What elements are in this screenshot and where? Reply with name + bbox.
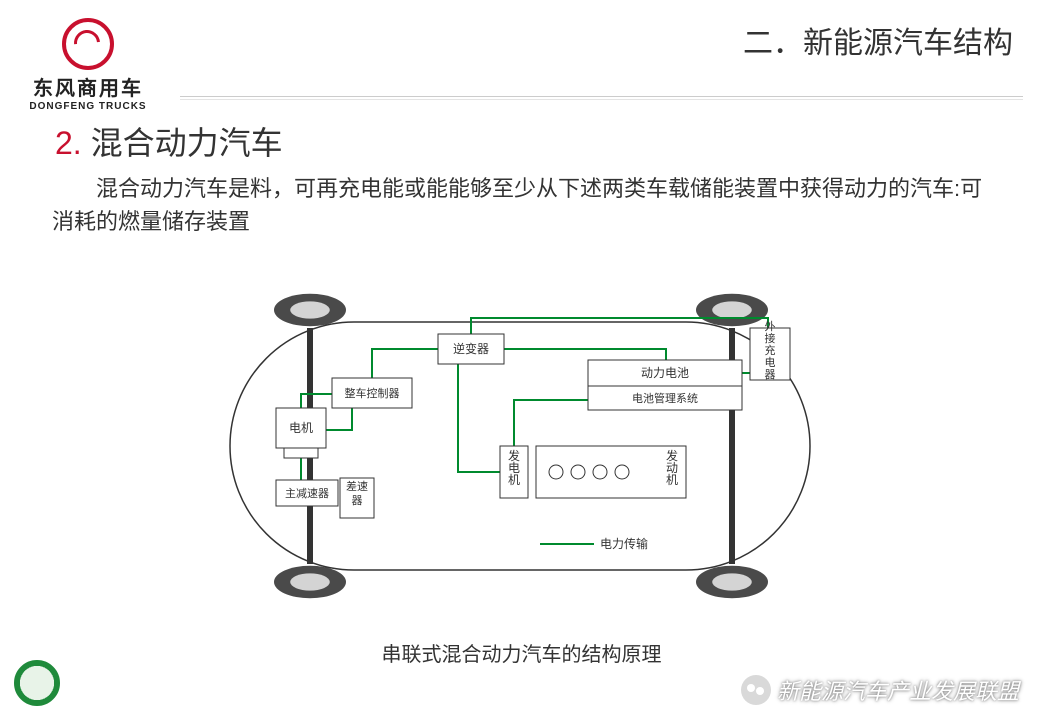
heading-text: 混合动力汽车 xyxy=(82,125,283,161)
logo-swirl-icon xyxy=(62,18,114,70)
svg-text:整车控制器: 整车控制器 xyxy=(345,386,400,400)
svg-text:机: 机 xyxy=(666,473,678,487)
svg-text:充: 充 xyxy=(765,343,776,357)
svg-text:器: 器 xyxy=(765,368,776,381)
heading-number: 2. xyxy=(55,125,82,161)
body-paragraph: 混合动力汽车是料，可再充电能或能能够至少从下述两类车载储能装置中获得动力的汽车:… xyxy=(52,172,991,238)
brand-logo: 东风商用车 DONGFENG TRUCKS xyxy=(18,18,158,90)
watermark-text: 新能源汽车产业发展联盟 xyxy=(777,674,1019,706)
svg-text:机: 机 xyxy=(508,473,520,487)
section-title: 二．新能源汽车结构 xyxy=(743,18,1013,62)
svg-text:接: 接 xyxy=(765,332,776,345)
svg-text:逆变器: 逆变器 xyxy=(453,341,489,356)
brand-en: DONGFENG TRUCKS xyxy=(18,101,158,112)
heading: 2. 混合动力汽车 xyxy=(55,118,283,164)
svg-text:电池管理系统: 电池管理系统 xyxy=(632,391,698,405)
svg-text:动力电池: 动力电池 xyxy=(641,366,689,380)
brand-cn: 东风商用车 xyxy=(18,72,158,101)
watermark: 新能源汽车产业发展联盟 xyxy=(741,674,1019,706)
svg-text:外: 外 xyxy=(765,320,776,333)
wechat-icon xyxy=(741,675,771,705)
svg-text:器: 器 xyxy=(352,494,363,507)
svg-text:电机: 电机 xyxy=(289,421,313,435)
svg-text:电力传输: 电力传输 xyxy=(600,536,648,551)
svg-text:电: 电 xyxy=(765,356,776,369)
svg-text:差速: 差速 xyxy=(346,479,368,493)
cert-badge-icon xyxy=(14,660,60,706)
divider-shadow xyxy=(180,99,1023,100)
svg-text:主减速器: 主减速器 xyxy=(285,487,329,500)
divider xyxy=(180,96,1023,97)
vehicle-diagram: 逆变器整车控制器电机主减速器差速器发电机发动机动力电池电池管理系统外接充电器电力… xyxy=(200,282,840,622)
diagram-caption: 串联式混合动力汽车的结构原理 xyxy=(0,638,1043,667)
